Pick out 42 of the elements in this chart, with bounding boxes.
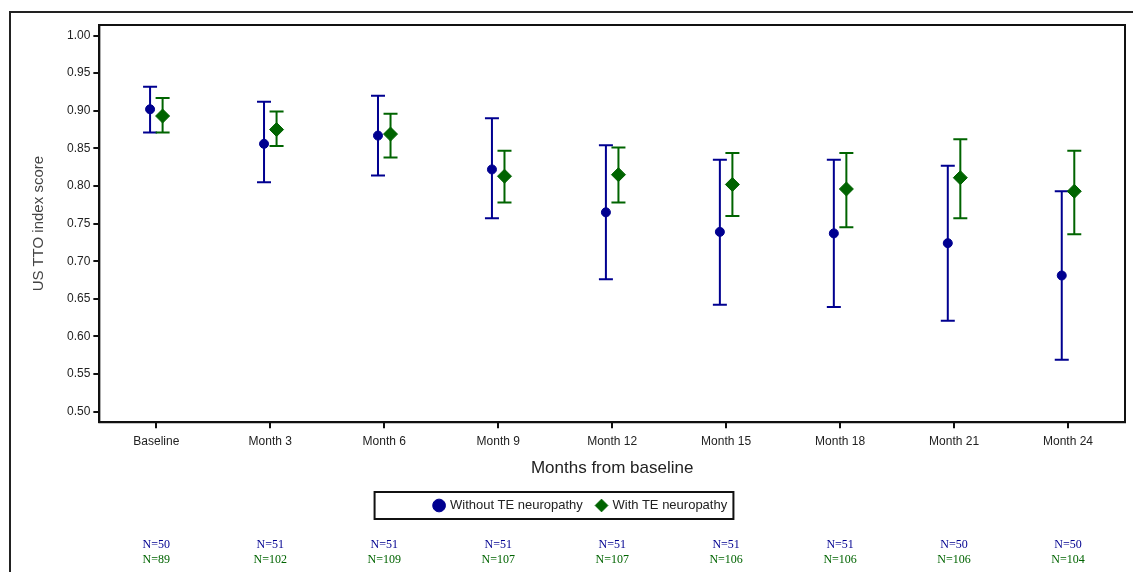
y-tick-label: 0.50 <box>67 403 91 418</box>
y-tick-label: 0.85 <box>67 140 91 155</box>
text: N=51 <box>712 537 740 552</box>
y-tick-label: 0.80 <box>67 178 91 193</box>
legend-label: Without TE neuropathy <box>450 497 584 513</box>
y-tick-label: 0.95 <box>67 65 91 80</box>
text: N=50 <box>940 537 968 552</box>
x-tick-label: Baseline <box>133 433 180 448</box>
text: N=102 <box>253 552 288 567</box>
text: N=109 <box>367 552 401 567</box>
text: N=106 <box>823 552 857 567</box>
x-tick-label: Month 21 <box>929 433 980 448</box>
text: N=51 <box>598 537 626 552</box>
text: N=89 <box>142 552 171 567</box>
y-tick-label: 0.70 <box>67 253 91 268</box>
x-tick-label: Month 6 <box>362 433 407 448</box>
y-tick-label: 0.60 <box>67 328 91 343</box>
x-tick-label: Month 9 <box>476 433 521 448</box>
text: N=104 <box>1051 552 1085 567</box>
text: N=107 <box>481 552 515 567</box>
y-axis-title: US TTO index score <box>29 155 47 292</box>
y-tick-label: 0.65 <box>67 291 91 306</box>
text: N=106 <box>709 552 743 567</box>
y-tick-label: 0.75 <box>67 215 91 230</box>
x-axis-title: Months from baseline <box>530 458 694 478</box>
y-tick-label: 1.00 <box>67 27 91 42</box>
text: N=50 <box>142 537 171 552</box>
x-tick-label: Month 12 <box>587 433 638 448</box>
x-tick-label: Month 24 <box>1043 433 1094 448</box>
x-tick-label: Month 15 <box>701 433 752 448</box>
y-tick-label: 0.90 <box>67 103 91 118</box>
y-tick-label: 0.55 <box>67 366 91 381</box>
x-tick-label: Month 18 <box>815 433 866 448</box>
x-tick-label: Month 3 <box>248 433 293 448</box>
text: N=107 <box>595 552 629 567</box>
text: N=51 <box>256 537 285 552</box>
text: N=51 <box>370 537 398 552</box>
legend-label: With TE neuropathy <box>612 497 728 513</box>
text: N=51 <box>484 537 512 552</box>
text: N=51 <box>826 537 854 552</box>
text: N=50 <box>1054 537 1082 552</box>
text: N=106 <box>937 552 971 567</box>
